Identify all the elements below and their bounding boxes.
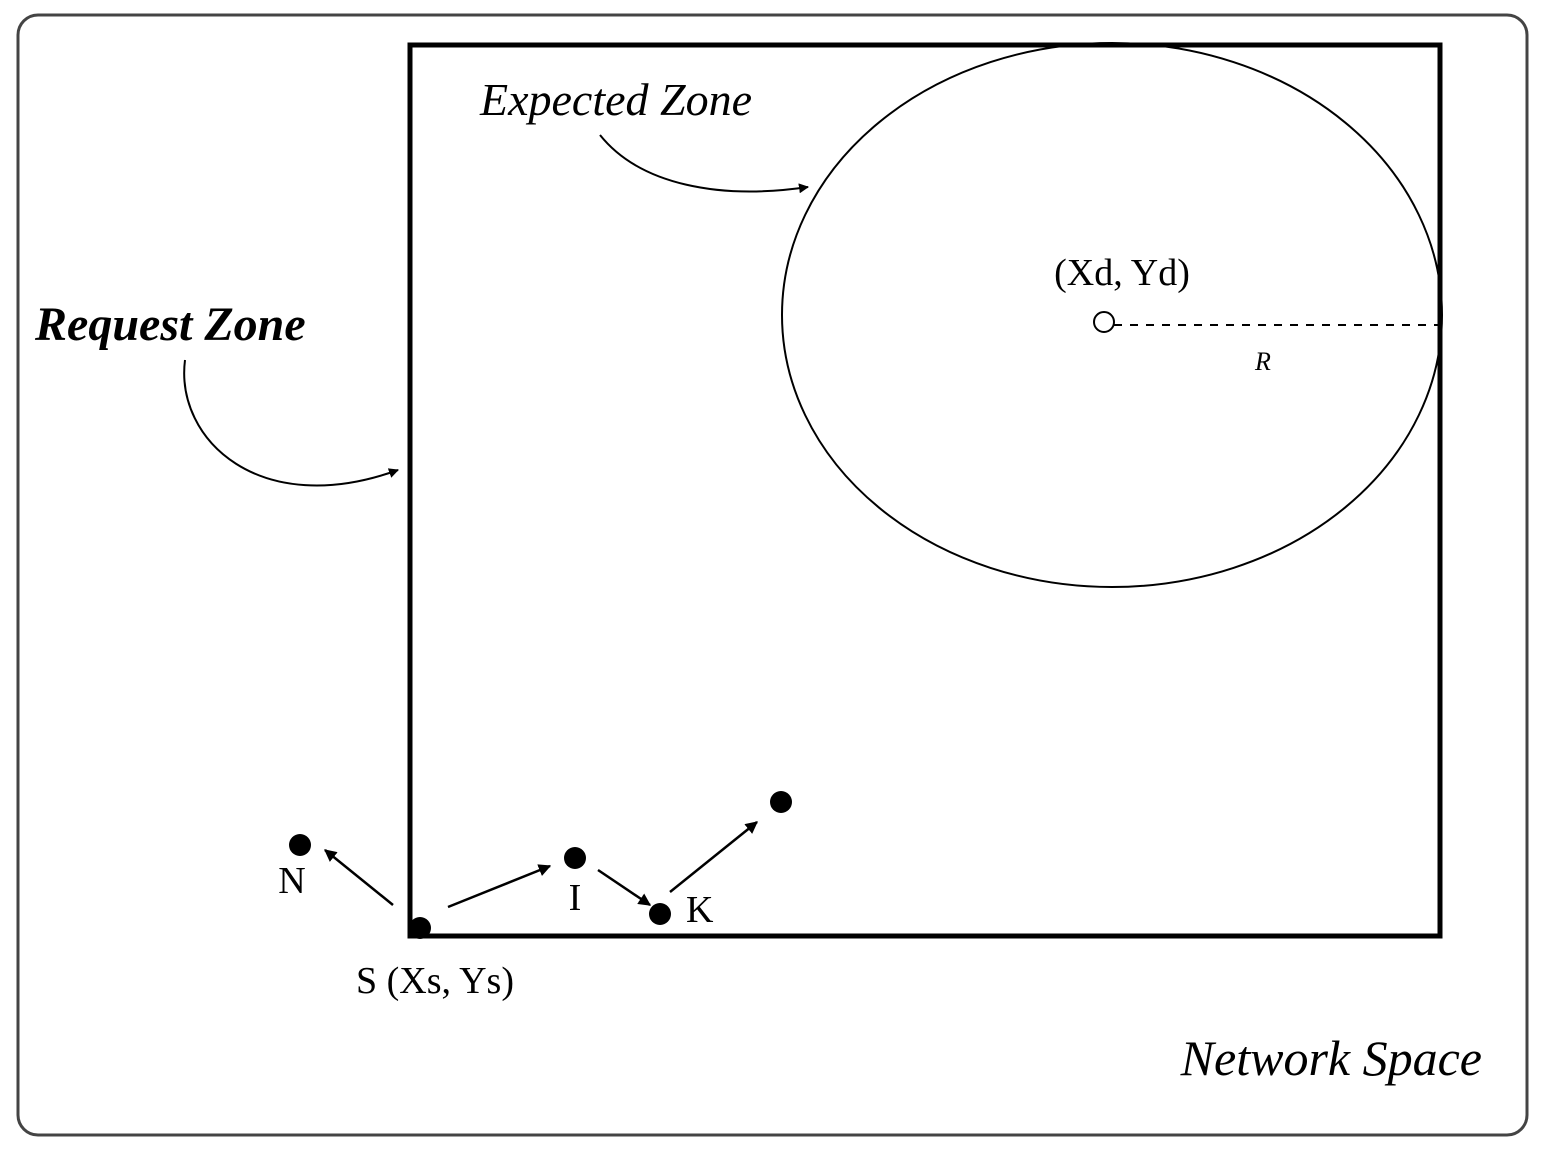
node: [770, 791, 792, 813]
node-label: S (Xs, Ys): [356, 960, 514, 1002]
expected-zone-arrow: [599, 134, 809, 194]
node-label: I: [569, 877, 582, 919]
destination-label: (Xd, Yd): [1054, 252, 1190, 294]
node-n: [289, 834, 311, 856]
radius-label: R: [1254, 347, 1271, 376]
arrow: [597, 868, 652, 907]
network-space-border: [16, 13, 1529, 1137]
node-label: K: [686, 889, 714, 931]
expected-zone-ellipse: [781, 42, 1443, 588]
arrow: [669, 821, 758, 893]
node-i: [564, 847, 586, 869]
expected-zone-label: Expected Zone: [479, 74, 752, 125]
network-space-label: Network Space: [1180, 1030, 1482, 1086]
destination-point: [1093, 311, 1115, 333]
request-zone-rect: [407, 42, 1443, 939]
arrow: [324, 849, 394, 906]
node-s: [409, 917, 431, 939]
request-zone-label: Request Zone: [34, 298, 306, 351]
arrow: [447, 864, 552, 909]
node-k: [649, 903, 671, 925]
node-label: N: [278, 860, 305, 902]
request-zone-arrow: [183, 359, 399, 487]
